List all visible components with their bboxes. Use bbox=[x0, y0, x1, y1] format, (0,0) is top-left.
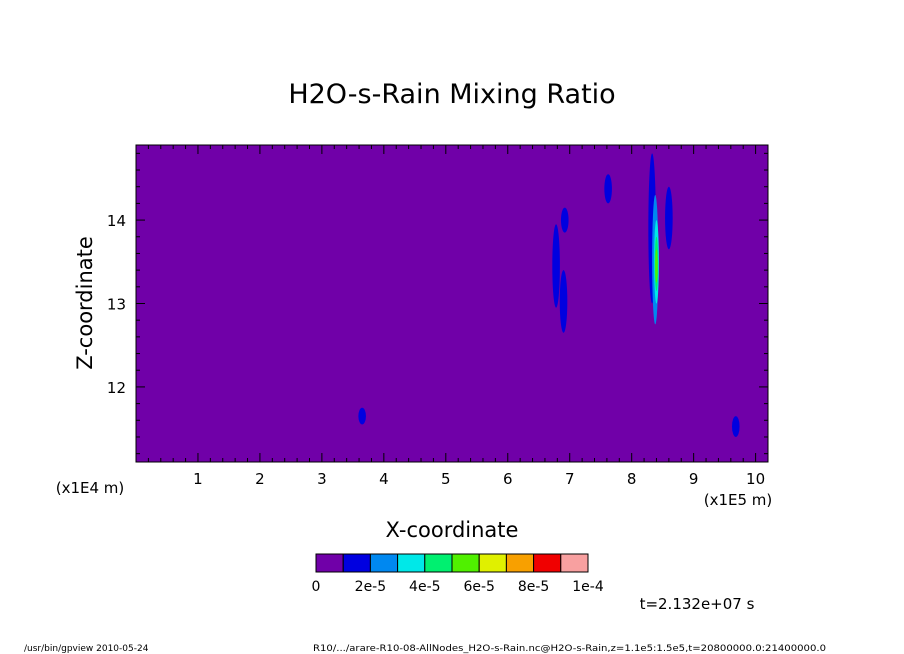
rain-features bbox=[358, 153, 740, 437]
y-tick-label: 14 bbox=[107, 212, 126, 230]
rain-feature-1 bbox=[358, 407, 366, 425]
colorbar-swatch bbox=[397, 553, 426, 573]
y-tick-label: 13 bbox=[107, 296, 126, 314]
colorbar-label: 1e-4 bbox=[572, 579, 604, 595]
colorbar-label: 2e-5 bbox=[355, 579, 386, 595]
colorbar-swatch bbox=[451, 553, 480, 573]
rain-feature-2 bbox=[552, 224, 560, 308]
rain-feature-10 bbox=[655, 249, 658, 283]
colorbar-label: 6e-5 bbox=[463, 579, 494, 595]
colorbar-swatch bbox=[533, 553, 562, 573]
colorbar-label: 8e-5 bbox=[518, 579, 549, 595]
x-tick-label: 2 bbox=[255, 470, 265, 488]
x-tick-label: 6 bbox=[503, 470, 513, 488]
colorbar-swatch bbox=[342, 553, 371, 573]
x-tick-label: 7 bbox=[565, 470, 575, 488]
colorbar-label: 0 bbox=[312, 579, 321, 595]
rain-feature-4 bbox=[560, 207, 569, 233]
footer-left-text: /usr/bin/gpview 2010-05-24 bbox=[24, 644, 149, 654]
rain-feature-5 bbox=[604, 174, 612, 204]
plot-background bbox=[136, 145, 768, 462]
colorbar-swatch bbox=[478, 553, 507, 573]
rain-feature-3 bbox=[559, 270, 568, 333]
x-axis-label: X-coordinate bbox=[386, 518, 519, 542]
y-scale-label: (x1E4 m) bbox=[56, 479, 125, 497]
chart-title: H2O-s-Rain Mixing Ratio bbox=[288, 79, 615, 110]
colorbar-swatch bbox=[505, 553, 535, 573]
rain-feature-12 bbox=[731, 416, 740, 437]
x-scale-label: (x1E5 m) bbox=[704, 491, 773, 509]
colorbar-label: 4e-5 bbox=[409, 579, 440, 595]
colorbar-swatch bbox=[369, 553, 399, 573]
x-tick-label: 1 bbox=[193, 470, 203, 488]
y-axis-label: Z-coordinate bbox=[73, 236, 97, 370]
x-tick-label: 8 bbox=[627, 470, 637, 488]
y-tick-label: 12 bbox=[107, 379, 126, 397]
colorbar: 0 2e-5 4e-5 6e-5 8e-5 1e-4 bbox=[312, 553, 604, 595]
x-tick-label: 5 bbox=[441, 470, 451, 488]
rain-feature-11 bbox=[665, 186, 673, 250]
colorbar-swatch bbox=[424, 553, 453, 573]
colorbar-swatch bbox=[560, 553, 589, 573]
footer-right-text: R10/.../arare-R10-08-AllNodes_H2O-s-Rain… bbox=[313, 644, 826, 654]
x-tick-label: 10 bbox=[746, 470, 765, 488]
x-tick-label: 3 bbox=[317, 470, 327, 488]
x-tick-label: 4 bbox=[379, 470, 389, 488]
time-label: t=2.132e+07 s bbox=[640, 595, 755, 613]
colorbar-swatch bbox=[315, 553, 344, 573]
x-tick-label: 9 bbox=[689, 470, 699, 488]
